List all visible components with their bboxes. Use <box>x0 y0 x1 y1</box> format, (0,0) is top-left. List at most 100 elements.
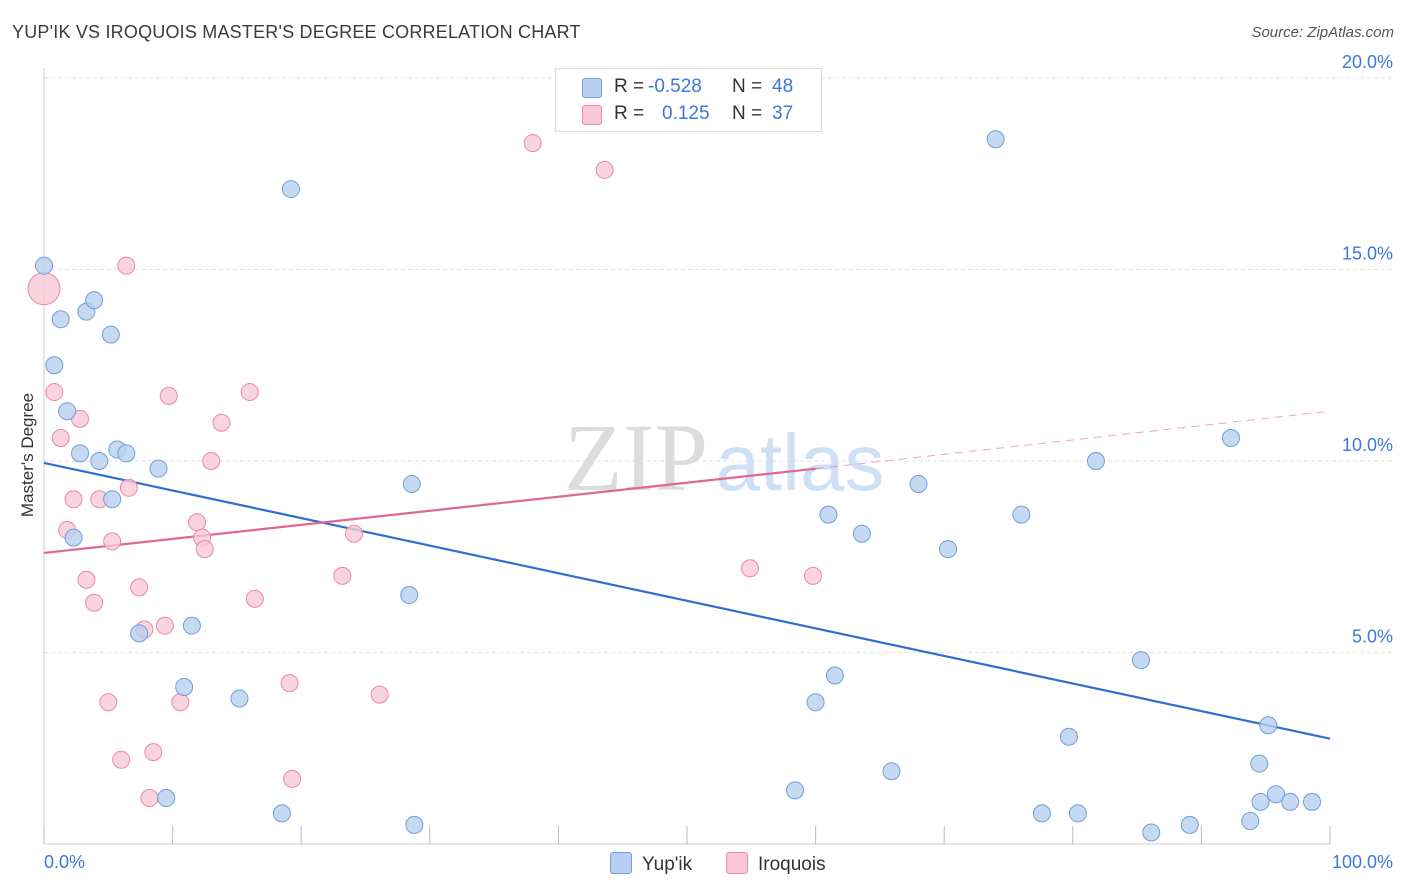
y-tick-label: 20.0% <box>1342 52 1393 72</box>
axes <box>43 68 1331 845</box>
iroquois-point <box>333 566 352 585</box>
iroquois-point <box>159 386 178 405</box>
iroquois-trend-line <box>43 467 816 555</box>
yupik-point <box>157 789 176 808</box>
yupik-point <box>405 815 424 834</box>
yupik-point <box>402 474 421 493</box>
iroquois-point <box>212 413 231 432</box>
grid-lines <box>44 77 1395 653</box>
yupik-point <box>1180 815 1199 834</box>
legend-entry-iroquois: Iroquois <box>726 852 826 876</box>
iroquois-point <box>344 524 363 543</box>
yupik-legend-label: Yup'ik <box>642 854 693 875</box>
iroquois-point <box>195 540 214 559</box>
iroquois-point <box>155 616 174 635</box>
yupik-trend-line <box>43 461 1331 740</box>
iroquois-point <box>117 256 136 275</box>
iroquois-trend-extension <box>815 410 1331 470</box>
iroquois-point <box>140 789 159 808</box>
legend-entry-yupik: Yup'ik <box>610 852 692 876</box>
iroquois-point <box>27 272 61 306</box>
yupik-point <box>1250 754 1269 773</box>
yupik-point <box>149 459 168 478</box>
yupik-point <box>58 402 77 421</box>
yupik-point <box>35 256 53 275</box>
legend-n-value: 37 <box>772 103 794 124</box>
iroquois-point <box>283 769 302 788</box>
tick-labels: 5.0% 10.0% 15.0% 20.0% 0.0% 100.0% <box>44 52 1393 872</box>
y-tick-label: 5.0% <box>1352 627 1393 647</box>
iroquois-point <box>45 383 64 402</box>
trend-lines <box>43 410 1331 740</box>
legend-r-value: 0.125 <box>662 103 710 124</box>
watermark: ZIP atlas <box>564 404 884 511</box>
yupik-point <box>130 624 149 643</box>
data-points <box>27 130 1321 842</box>
yupik-point <box>786 781 805 800</box>
iroquois-point <box>804 566 823 585</box>
y-tick-label: 15.0% <box>1342 244 1393 264</box>
iroquois-point <box>130 578 149 597</box>
iroquois-point <box>741 559 760 578</box>
yupik-point <box>806 693 825 712</box>
x-tick-label: 0.0% <box>44 852 85 872</box>
iroquois-point <box>51 429 70 448</box>
iroquois-point <box>202 452 221 470</box>
iroquois-point <box>85 593 104 612</box>
yupik-point <box>1281 792 1300 811</box>
x-tick-label: 100.0% <box>1332 852 1393 872</box>
yupik-swatch <box>582 78 602 98</box>
iroquois-point <box>171 693 190 712</box>
yupik-legend-swatch <box>610 852 632 874</box>
yupik-point <box>103 490 122 509</box>
yupik-point <box>1251 792 1270 811</box>
iroquois-point <box>99 693 118 712</box>
yupik-point <box>182 616 201 635</box>
yupik-point <box>1221 429 1240 448</box>
yupik-point <box>101 325 120 344</box>
yupik-point <box>400 586 419 605</box>
iroquois-point <box>64 490 83 509</box>
iroquois-point <box>77 570 96 589</box>
yupik-point <box>1266 785 1285 804</box>
yupik-point <box>939 540 958 559</box>
yupik-point <box>175 677 194 696</box>
legend-n-value: 48 <box>772 76 794 97</box>
legend-n-label: N = <box>732 76 763 97</box>
yupik-point <box>51 310 70 329</box>
watermark-atlas: atlas <box>716 418 885 507</box>
yupik-point <box>230 689 249 708</box>
yupik-point <box>1068 804 1087 823</box>
iroquois-point <box>370 685 389 704</box>
yupik-point <box>1131 651 1150 670</box>
y-axis-label: Master's Degree <box>18 392 37 518</box>
iroquois-legend-label: Iroquois <box>758 854 826 875</box>
y-tick-label: 10.0% <box>1342 435 1393 455</box>
iroquois-swatch <box>582 105 602 125</box>
yupik-point <box>819 505 838 524</box>
correlation-legend: R = -0.528 N = 48 R = 0.125 N = 37 <box>555 68 822 132</box>
watermark-zip: ZIP <box>564 404 708 511</box>
iroquois-point <box>112 750 131 769</box>
iroquois-point <box>280 674 299 693</box>
legend-n-label: N = <box>732 103 763 124</box>
iroquois-point <box>523 134 542 153</box>
yupik-point <box>1012 505 1031 524</box>
source-label: Source: ZipAtlas.com <box>1251 24 1394 41</box>
yupik-point <box>1241 812 1260 831</box>
yupik-point <box>1142 823 1161 842</box>
yupik-point <box>1086 452 1105 470</box>
iroquois-point <box>103 532 122 551</box>
yupik-point <box>882 762 901 781</box>
iroquois-point <box>240 383 259 402</box>
yupik-point <box>71 444 90 463</box>
iroquois-point <box>144 743 163 762</box>
yupik-point <box>1032 804 1051 823</box>
yupik-point <box>64 528 83 547</box>
iroquois-point <box>119 478 138 497</box>
yupik-point <box>1259 716 1278 735</box>
legend-r-label: R = <box>614 76 645 97</box>
yupik-point <box>117 444 136 463</box>
iroquois-point <box>188 513 207 532</box>
yupik-point <box>45 356 64 375</box>
